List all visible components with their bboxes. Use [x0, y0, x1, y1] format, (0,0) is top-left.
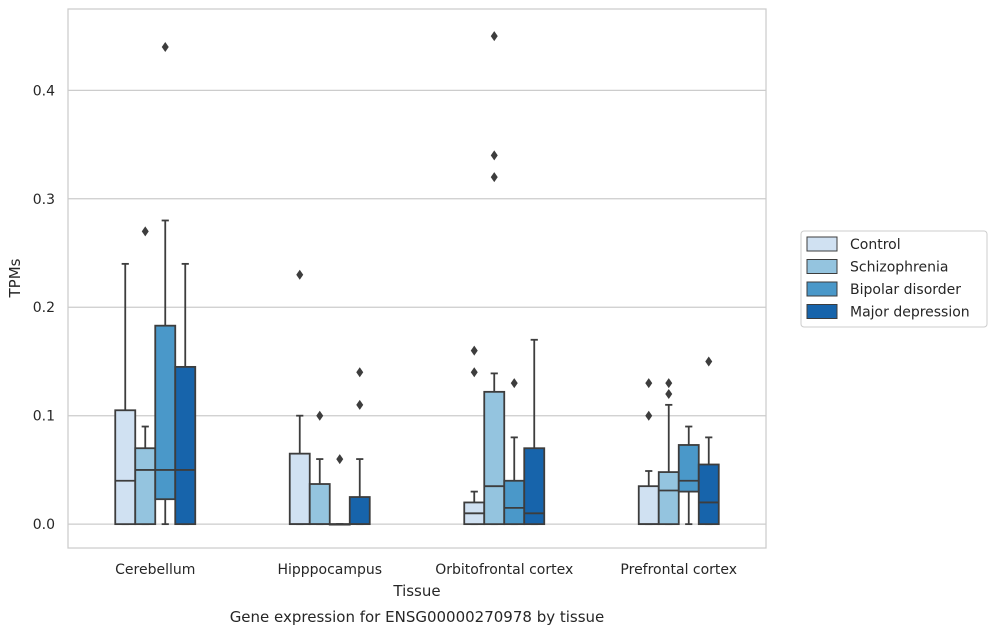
outlier-point	[296, 269, 304, 280]
outlier-point	[470, 367, 478, 378]
legend-swatch	[806, 281, 838, 297]
outlier-point	[705, 356, 713, 367]
outlier-point	[336, 454, 344, 465]
outlier-point	[356, 367, 364, 378]
box	[503, 378, 526, 526]
outlier-point	[356, 399, 364, 410]
box-body	[697, 463, 720, 526]
x-tick-label: Orbitofrontal cortex	[435, 562, 573, 578]
box	[308, 410, 331, 526]
x-tick-label: Cerebellum	[115, 562, 195, 578]
legend-label: Control	[850, 237, 901, 253]
outlier-point	[490, 150, 498, 161]
outlier-point	[490, 172, 498, 183]
box-body	[523, 447, 546, 526]
outlier-point	[665, 378, 673, 389]
box	[677, 425, 700, 526]
legend-label: Major depression	[850, 305, 970, 321]
outlier-point	[141, 226, 149, 237]
box-body	[174, 365, 197, 526]
box-body	[503, 479, 526, 526]
y-tick-label: 0.3	[33, 192, 55, 208]
x-axis-label: Tissue	[392, 582, 440, 600]
outlier-point	[645, 410, 653, 421]
box-body	[154, 324, 177, 501]
legend-swatch	[806, 304, 838, 319]
box-body	[134, 447, 157, 526]
box-body	[483, 390, 506, 526]
box-body	[637, 485, 660, 526]
x-tick-labels: Cerebellum Hipppocampus Orbitofrontal cort…	[115, 562, 737, 578]
y-axis-label: TPMs	[6, 258, 24, 298]
box	[523, 338, 546, 526]
legend-frame	[800, 230, 988, 328]
x-tick-label: Hipppocampus	[277, 562, 382, 578]
outlier-point	[510, 378, 518, 389]
box	[463, 345, 486, 526]
box	[657, 378, 680, 526]
box-body	[288, 452, 311, 526]
y-tick-label: 0.1	[33, 409, 55, 425]
box	[288, 269, 311, 526]
plot-frame	[67, 8, 767, 549]
legend-swatch	[806, 236, 838, 252]
y-tick-labels: 0.0 0.1 0.2 0.3 0.4	[33, 83, 55, 533]
box-layer	[114, 31, 720, 526]
box	[637, 378, 660, 526]
legend-swatch	[806, 259, 838, 274]
box	[483, 31, 506, 526]
box-body	[657, 471, 680, 526]
y-tick-label: 0.4	[33, 83, 55, 99]
outlier-point	[316, 410, 324, 421]
box	[328, 454, 351, 526]
box	[134, 226, 157, 526]
box-body	[677, 444, 700, 493]
outlier-point	[470, 345, 478, 356]
y-tick-label: 0.2	[33, 300, 55, 316]
legend-label: Bipolar disorder	[850, 282, 961, 298]
outlier-point	[490, 31, 498, 42]
outlier-point	[645, 378, 653, 389]
legend: Control Schizophrenia Bipolar disorder Majo…	[800, 230, 988, 328]
chart-caption: Gene expression for ENSG00000270978 by t…	[230, 608, 605, 626]
y-tick-label: 0.0	[33, 517, 55, 533]
box	[114, 262, 137, 526]
box-body	[114, 409, 137, 526]
legend-label: Schizophrenia	[850, 260, 948, 276]
box	[154, 41, 177, 526]
box	[697, 356, 720, 526]
x-tick-label: Prefrontal cortex	[620, 562, 737, 578]
outlier-point	[665, 389, 673, 399]
box	[174, 262, 197, 526]
box	[348, 367, 371, 526]
box-body	[348, 496, 371, 526]
box-body	[308, 483, 331, 526]
outlier-point	[161, 41, 169, 52]
